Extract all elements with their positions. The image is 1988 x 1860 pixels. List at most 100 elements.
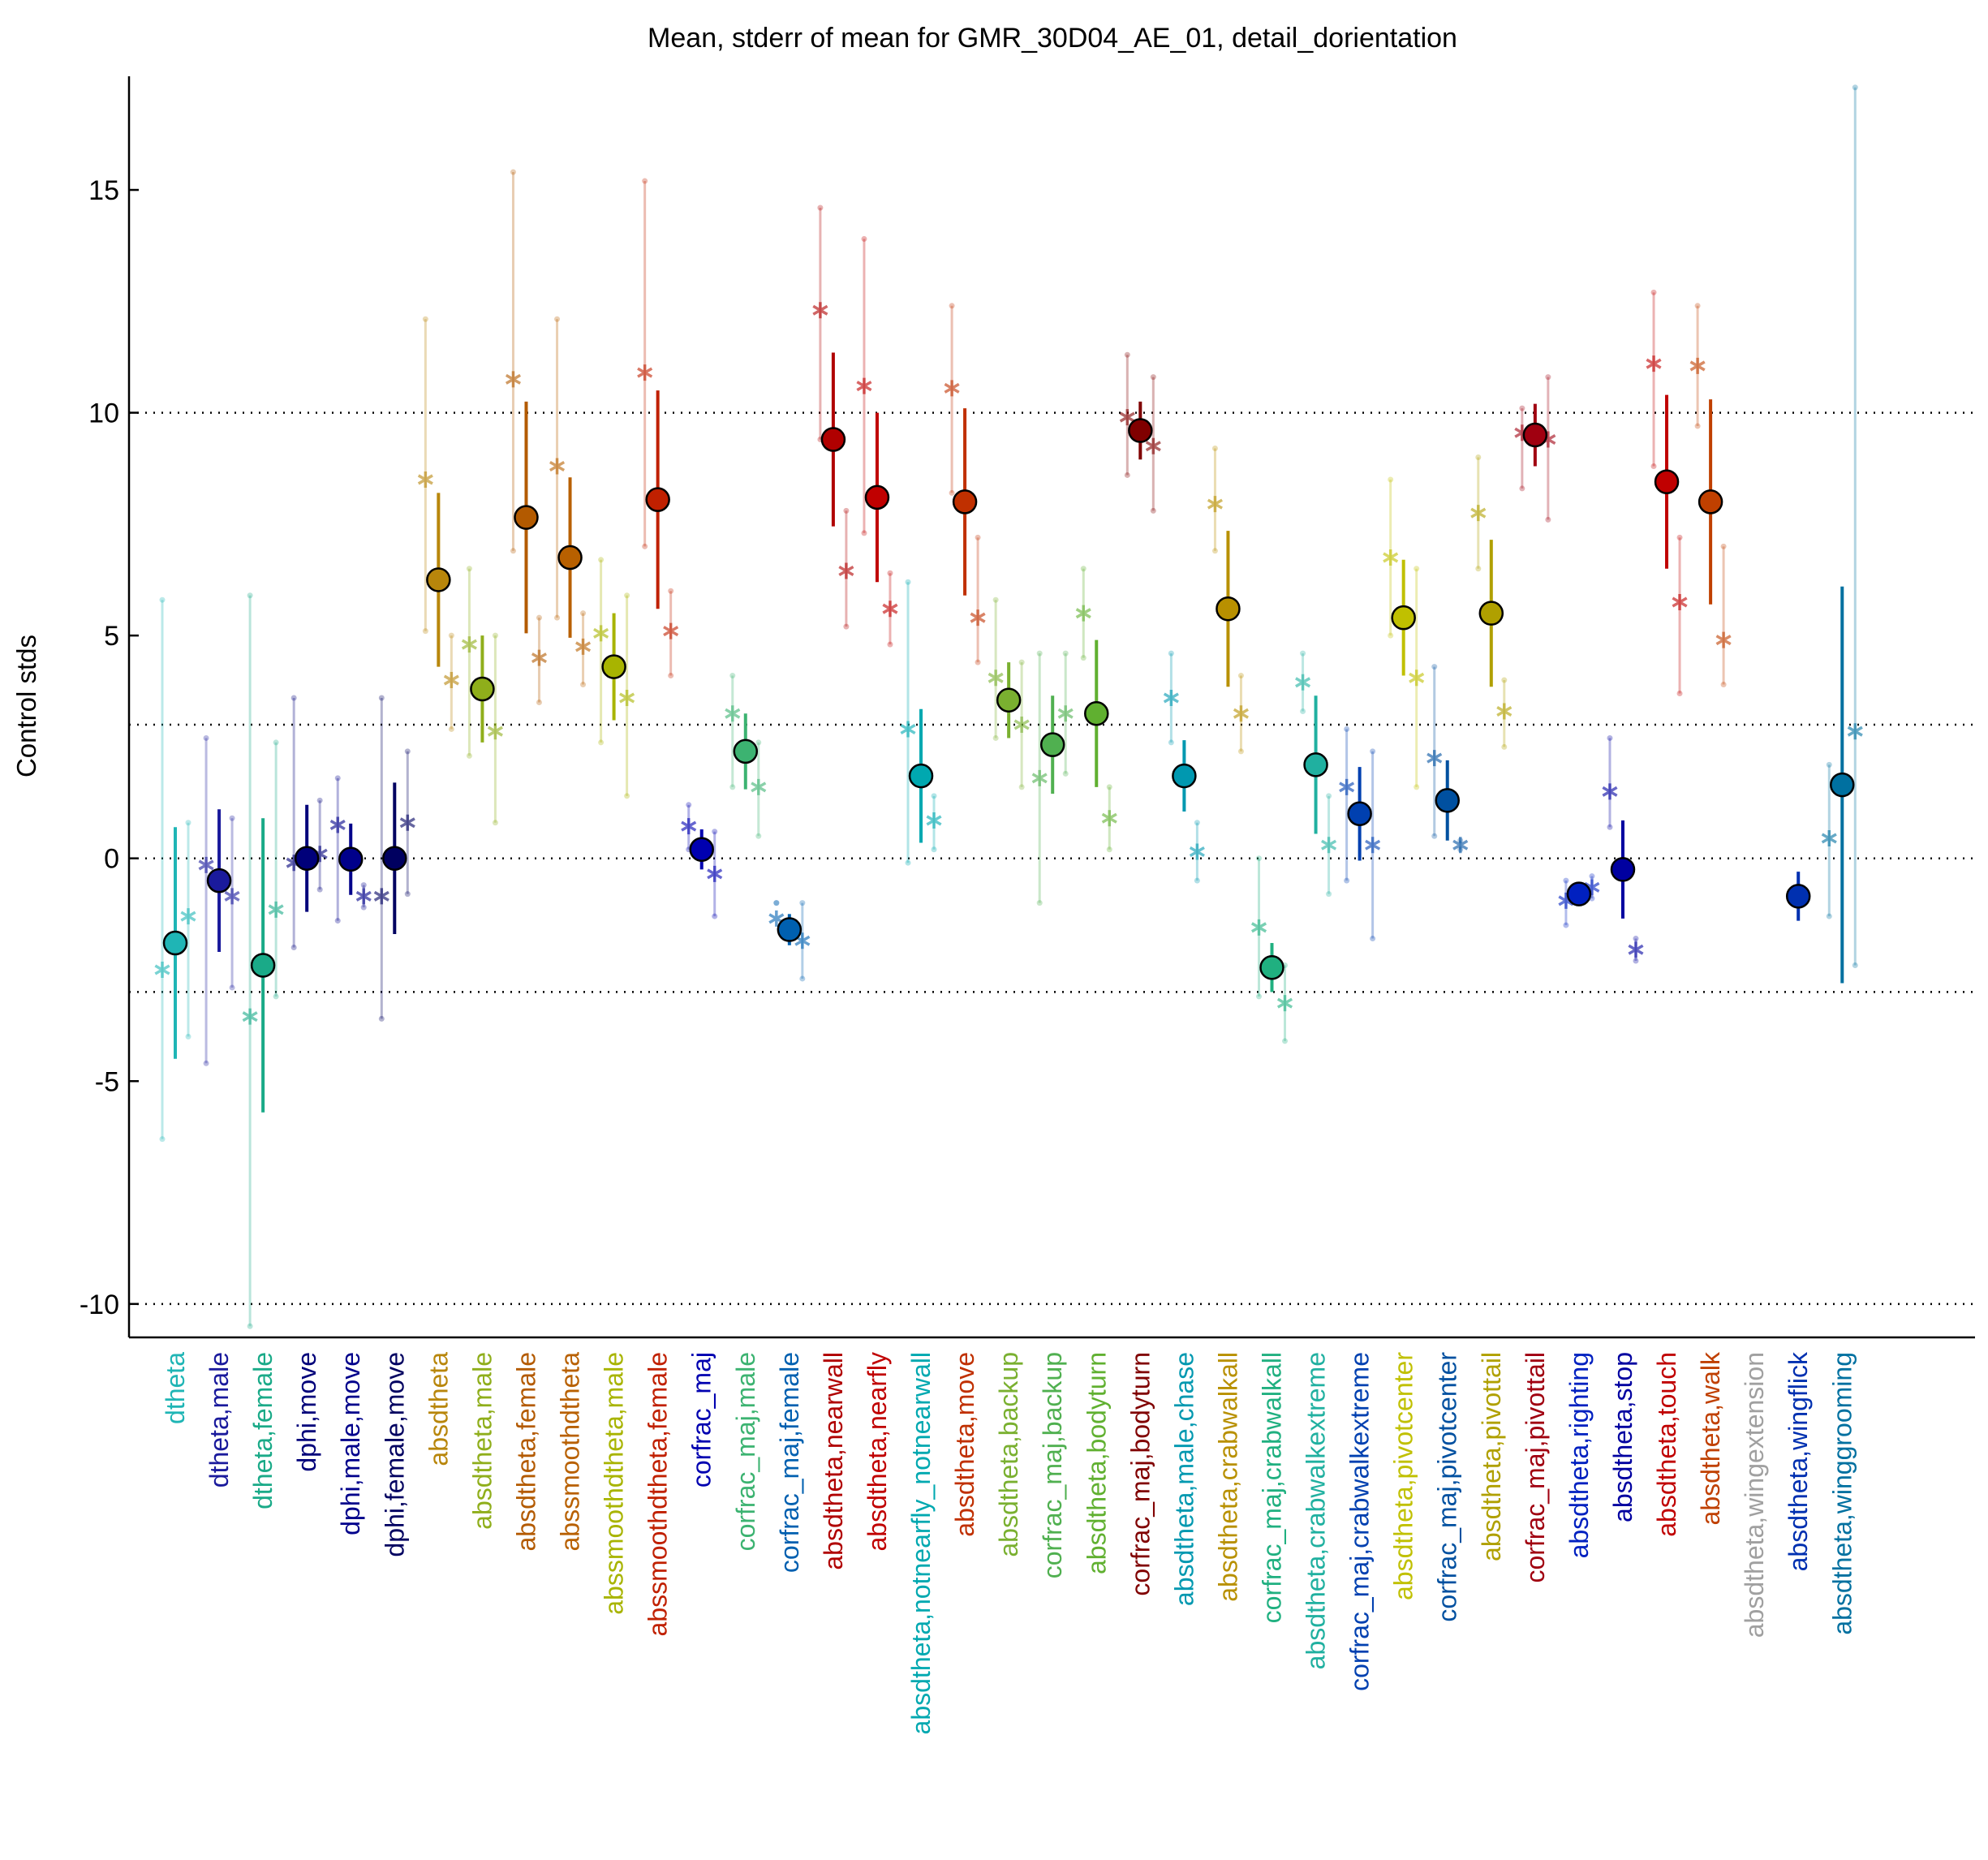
x-tick-label: absdtheta,walk xyxy=(1696,1351,1725,1525)
range-end xyxy=(1388,476,1394,483)
range-end xyxy=(992,734,999,741)
asterisk xyxy=(1628,941,1644,958)
range-end xyxy=(1676,691,1683,697)
range-end xyxy=(1720,543,1727,549)
mean-marker xyxy=(250,953,276,978)
asterisk xyxy=(1602,783,1618,800)
asterisk xyxy=(970,609,986,626)
range-end xyxy=(554,614,561,621)
mean-marker xyxy=(294,846,320,871)
asterisk xyxy=(1847,723,1863,740)
asterisk xyxy=(1470,505,1487,522)
x-tick-label: absdtheta,crabwalkextreme xyxy=(1302,1352,1331,1669)
y-tick-label: -5 xyxy=(95,1066,119,1097)
range-end xyxy=(1852,962,1858,968)
mean-marker xyxy=(1610,857,1636,882)
range-end xyxy=(1080,566,1087,572)
asterisk xyxy=(1233,705,1249,722)
mean-marker xyxy=(1039,732,1065,757)
asterisk xyxy=(1339,778,1355,795)
range-end xyxy=(203,1060,209,1066)
range-end xyxy=(931,846,937,853)
range-end xyxy=(624,793,630,799)
range-end xyxy=(1501,677,1508,683)
mean-marker xyxy=(426,567,451,592)
range-end xyxy=(1414,566,1420,572)
range-end xyxy=(1150,507,1156,514)
asterisk xyxy=(926,812,942,829)
range-end xyxy=(404,748,411,755)
mean-marker xyxy=(557,545,583,570)
mean-marker xyxy=(1216,596,1241,622)
range-end xyxy=(290,945,297,951)
asterisk xyxy=(882,601,898,618)
asterisk xyxy=(268,901,284,918)
range-end xyxy=(1106,784,1112,790)
range-end xyxy=(510,169,516,175)
range-end xyxy=(185,820,191,826)
mean-marker xyxy=(1303,752,1328,777)
range-end xyxy=(1720,682,1727,688)
y-tick-label: 15 xyxy=(88,175,119,206)
mean-marker xyxy=(1128,418,1153,443)
range-end xyxy=(422,628,428,635)
range-end xyxy=(185,1033,191,1040)
range-end xyxy=(159,596,166,603)
x-tick-label: abssmoothdtheta xyxy=(556,1352,585,1552)
mean-marker xyxy=(908,763,934,789)
range-end xyxy=(1414,784,1420,790)
asterisk xyxy=(1321,837,1337,854)
y-tick-label: 5 xyxy=(104,621,119,652)
asterisk xyxy=(1057,705,1074,722)
range-end xyxy=(1388,632,1394,639)
range-end xyxy=(1211,548,1218,554)
range-end xyxy=(580,682,587,688)
range-end xyxy=(905,859,911,866)
range-end xyxy=(1194,877,1200,884)
asterisk xyxy=(1496,703,1513,720)
asterisk xyxy=(751,778,767,795)
x-tick-label: corfrac_maj,backup xyxy=(1038,1352,1067,1578)
mean-marker xyxy=(1478,601,1504,626)
x-tick-label: corfrac_maj,crabwalkall xyxy=(1258,1352,1287,1623)
range-end xyxy=(1018,659,1025,665)
asterisk xyxy=(725,705,741,722)
x-tick-label: absdtheta,male xyxy=(467,1352,497,1530)
range-end xyxy=(817,205,824,211)
range-end xyxy=(1370,936,1376,942)
range-end xyxy=(1475,454,1482,460)
asterisk xyxy=(399,814,415,831)
range-end xyxy=(1431,664,1438,670)
asterisk xyxy=(1031,769,1048,786)
mean-marker xyxy=(514,505,539,530)
range-end xyxy=(1062,770,1069,777)
x-tick-label: absdtheta,nearwall xyxy=(819,1352,848,1570)
x-tick-label: absdtheta,crabwalkall xyxy=(1213,1352,1242,1602)
x-tick-label: dtheta,male xyxy=(204,1352,234,1488)
x-tick-label: absdtheta,righting xyxy=(1564,1352,1594,1558)
x-tick-label: corfrac_maj,pivottail xyxy=(1521,1352,1550,1583)
x-tick-label: absdtheta,stop xyxy=(1608,1352,1637,1522)
range-end xyxy=(360,904,367,911)
asterisk xyxy=(575,638,592,655)
asterisk xyxy=(1646,355,1662,372)
range-end xyxy=(1826,913,1832,919)
asterisk xyxy=(505,371,522,388)
asterisk xyxy=(1145,437,1161,454)
range-end xyxy=(642,543,648,549)
x-tick-label: dphi,female,move xyxy=(380,1352,409,1557)
mean-marker xyxy=(162,930,188,956)
range-end xyxy=(1062,650,1069,657)
asterisk xyxy=(1409,670,1425,687)
range-end xyxy=(861,235,867,242)
range-end xyxy=(1237,673,1244,679)
range-end xyxy=(1826,761,1832,768)
range-end xyxy=(448,632,454,639)
mean-marker xyxy=(1785,884,1811,909)
range-end xyxy=(1124,471,1130,478)
range-end xyxy=(975,659,981,665)
asterisk xyxy=(593,625,609,642)
asterisk xyxy=(1075,605,1091,622)
asterisk xyxy=(1189,843,1205,860)
range-end xyxy=(316,886,323,893)
